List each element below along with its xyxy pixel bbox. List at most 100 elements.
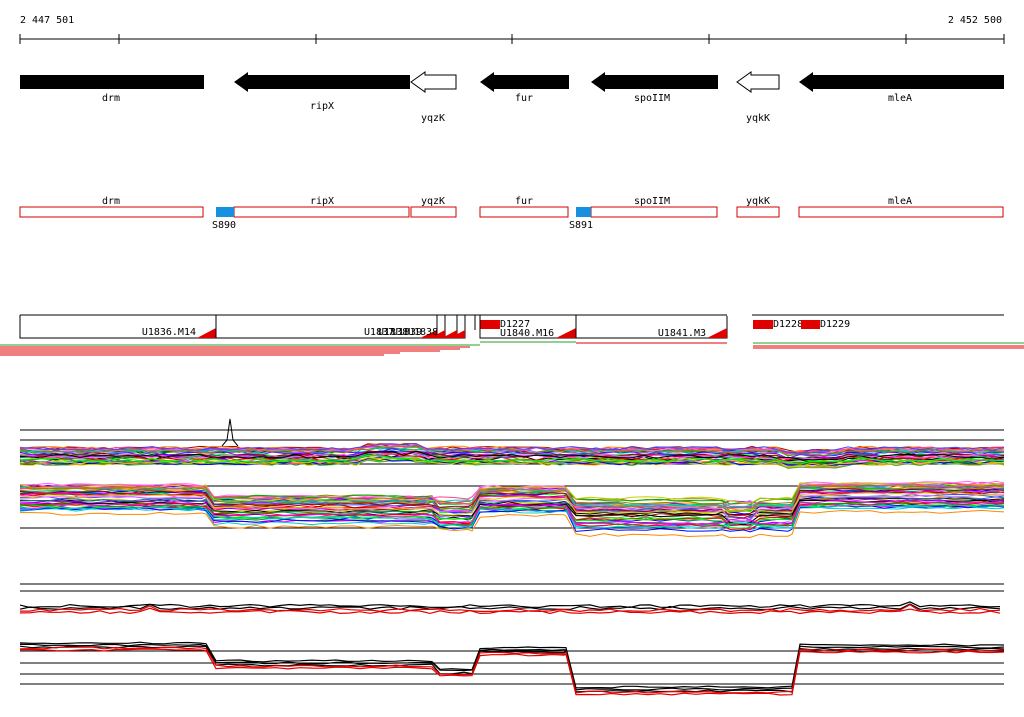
summary-profile-line bbox=[19, 607, 1001, 615]
expr-profile-line bbox=[19, 490, 1005, 518]
down-D1229-box bbox=[801, 320, 820, 329]
transcription-unit-track: U1836.M14 U1837 U1838 U1839 U1838 D1227 bbox=[0, 314, 1024, 356]
start-site-S890-label: S890 bbox=[212, 220, 236, 231]
gene-drm[interactable]: drm bbox=[20, 75, 204, 104]
expr-profile-line bbox=[19, 483, 1005, 509]
expr-profile-line bbox=[19, 496, 1005, 520]
gene-yqkK-label: yqkK bbox=[746, 113, 770, 124]
down-D1227-box bbox=[480, 320, 500, 329]
segment-cluster-marker-3 bbox=[442, 330, 457, 338]
gene-drm-label: drm bbox=[102, 93, 120, 104]
gene-yqkK[interactable]: yqkK bbox=[736, 71, 780, 124]
segment-U1840-label: U1840.M16 bbox=[500, 328, 554, 339]
expr-profile-line bbox=[19, 509, 1005, 539]
gene-fur[interactable]: fur bbox=[480, 72, 569, 104]
segment-cluster-marker-4 bbox=[450, 330, 465, 338]
start-site-S891[interactable] bbox=[576, 207, 591, 217]
down-D1228-box bbox=[753, 320, 773, 329]
segment-cluster-ripX[interactable]: U1837 U1838 U1839 U1838 bbox=[215, 315, 466, 339]
segment-U1841-marker bbox=[707, 328, 727, 338]
expr-spike bbox=[221, 418, 239, 447]
coordinate-ruler: 2 447 501 2 452 500 bbox=[19, 15, 1005, 44]
start-site-S890[interactable] bbox=[216, 207, 234, 217]
segment-U1841-bracket bbox=[575, 315, 728, 339]
start-site-S891-label: S891 bbox=[569, 220, 593, 231]
segment-U1836-label: U1836.M14 bbox=[142, 327, 196, 338]
summary-profile-line bbox=[19, 648, 1005, 696]
summary-profile-line bbox=[19, 643, 1005, 691]
segment-U1841-label: U1841.M3 bbox=[658, 328, 706, 339]
gene-spoIIM-label: spoIIM bbox=[634, 93, 670, 104]
gene-spoIIM-arrow[interactable] bbox=[591, 72, 718, 92]
coverage-lines bbox=[0, 341, 1024, 356]
gene-fur-arrow[interactable] bbox=[480, 72, 569, 92]
segment-U1841-M3[interactable]: U1841.M3 bbox=[575, 315, 728, 339]
gene-ripX-label: ripX bbox=[310, 101, 334, 112]
expr-profile-line bbox=[19, 456, 1005, 468]
expression-profiles-summary[interactable] bbox=[19, 583, 1005, 696]
cds-box-drm[interactable] bbox=[19, 206, 204, 218]
gene-ripX[interactable]: ripX bbox=[234, 72, 410, 112]
segment-U1836-marker bbox=[197, 328, 216, 338]
gene-yqkK-arrow[interactable] bbox=[736, 71, 780, 93]
segment-U1837-label: U1837 bbox=[364, 327, 394, 338]
expr-profile-line bbox=[19, 450, 1005, 460]
expr-profile-line bbox=[19, 500, 1005, 526]
gene-spoIIM[interactable]: spoIIM bbox=[591, 72, 718, 104]
summary-profile-line bbox=[19, 641, 1005, 689]
cds-label-yqzK: yqzK bbox=[421, 196, 445, 207]
segment-cluster-marker-2 bbox=[430, 330, 445, 338]
expression-profiles-multi[interactable] bbox=[19, 418, 1005, 539]
gene-arrow-track: drm ripX yqzK fur spoIIM yqkK ml bbox=[20, 71, 1004, 124]
summary-profile-line bbox=[19, 646, 1005, 694]
cds-box-yqkK[interactable] bbox=[736, 206, 780, 218]
down-marker-D1228[interactable]: D1228 bbox=[753, 319, 803, 330]
down-D1228-label: D1228 bbox=[773, 319, 803, 330]
gene-drm-body[interactable] bbox=[20, 75, 204, 89]
expr-profile-line bbox=[19, 448, 1005, 459]
expr-profile-line bbox=[19, 491, 1005, 516]
summary-profile-line bbox=[19, 601, 1001, 609]
expr-profile-line bbox=[19, 450, 1005, 461]
cds-label-yqkK: yqkK bbox=[746, 196, 770, 207]
expr-profile-line bbox=[19, 445, 1005, 457]
gene-yqzK[interactable]: yqzK bbox=[410, 71, 457, 124]
gene-fur-label: fur bbox=[515, 93, 533, 104]
gene-yqzK-arrow[interactable] bbox=[410, 71, 457, 93]
cds-box-fur[interactable] bbox=[479, 206, 569, 218]
cds-label-spoIIM: spoIIM bbox=[634, 196, 670, 207]
gene-mleA[interactable]: mleA bbox=[799, 72, 1004, 104]
segment-U1839-label: U1839 bbox=[392, 327, 422, 338]
down-marker-D1229[interactable]: D1229 bbox=[801, 319, 850, 330]
segment-U1840-marker bbox=[556, 328, 576, 338]
coord-start-label: 2 447 501 bbox=[20, 15, 74, 26]
cds-box-mleA[interactable] bbox=[798, 206, 1004, 218]
cds-label-fur: fur bbox=[515, 196, 533, 207]
segment-U1838-label: U1838 bbox=[378, 327, 408, 338]
gene-yqzK-label: yqzK bbox=[421, 113, 445, 124]
down-D1227-label: D1227 bbox=[500, 319, 530, 330]
segment-U1836-M14[interactable]: U1836.M14 bbox=[19, 315, 217, 339]
cds-box-ripX[interactable] bbox=[233, 206, 410, 218]
expr-profile-line bbox=[19, 458, 1005, 469]
expr-profile-line bbox=[19, 454, 1005, 465]
summary-profile-line bbox=[20, 604, 1001, 613]
cds-box-spoIIM[interactable] bbox=[590, 206, 718, 218]
expr-profile-line bbox=[19, 504, 1005, 530]
cds-label-drm: drm bbox=[102, 196, 120, 207]
expr-profile-line bbox=[19, 443, 1005, 454]
gene-mleA-arrow[interactable] bbox=[799, 72, 1004, 92]
coord-end-label: 2 452 500 bbox=[948, 15, 1002, 26]
gene-mleA-label: mleA bbox=[888, 93, 912, 104]
down-D1229-label: D1229 bbox=[820, 319, 850, 330]
down-marker-D1227[interactable]: D1227 bbox=[474, 315, 530, 330]
gene-ripX-arrow[interactable] bbox=[234, 72, 410, 92]
ruler-ticks bbox=[19, 34, 1005, 44]
segment-U1838b-label: U1838 bbox=[408, 327, 438, 338]
segment-cluster-marker-1 bbox=[420, 330, 437, 338]
cds-box-yqzK[interactable] bbox=[410, 206, 457, 218]
cds-label-mleA: mleA bbox=[888, 196, 912, 207]
expr-profile-line bbox=[19, 450, 1005, 460]
